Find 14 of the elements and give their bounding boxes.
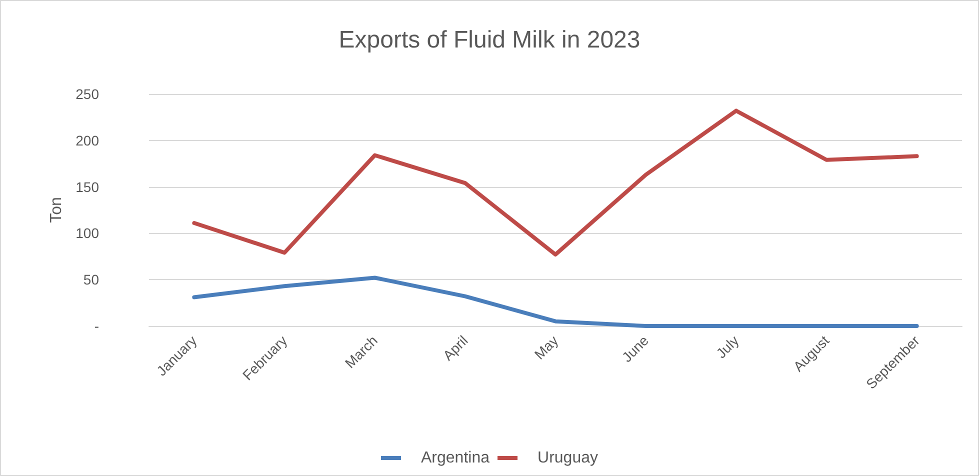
y-tick-label: - <box>94 318 100 334</box>
line-series <box>192 276 919 328</box>
y-tick-label: 250 <box>76 86 100 102</box>
y-tick-label: 50 <box>83 272 100 288</box>
y-tick-label: 200 <box>76 132 100 148</box>
legend-label: Argentina <box>421 450 490 466</box>
line-series <box>192 108 919 257</box>
y-axis-title: Ton <box>48 197 66 223</box>
y-tick-label: 150 <box>76 178 100 195</box>
y-tick-label: 100 <box>76 225 100 242</box>
chart-title: Exports of Fluid Milk in 2023 <box>338 26 640 54</box>
legend-label: Uruguay <box>538 450 598 466</box>
x-tick-label: July <box>712 332 742 362</box>
x-tick-label: May <box>531 332 562 362</box>
